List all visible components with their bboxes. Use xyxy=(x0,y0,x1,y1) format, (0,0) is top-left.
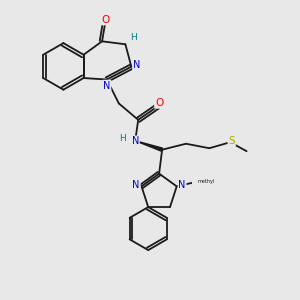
Text: S: S xyxy=(228,136,235,146)
Text: N: N xyxy=(178,180,186,190)
Text: N: N xyxy=(131,136,139,146)
Text: N: N xyxy=(133,60,140,70)
Text: methyl: methyl xyxy=(198,179,215,184)
Text: O: O xyxy=(155,98,163,108)
Text: H: H xyxy=(130,33,137,42)
Text: H: H xyxy=(119,134,126,143)
Polygon shape xyxy=(135,141,163,151)
Text: O: O xyxy=(101,14,109,25)
Text: N: N xyxy=(103,80,111,91)
Text: N: N xyxy=(133,180,140,190)
